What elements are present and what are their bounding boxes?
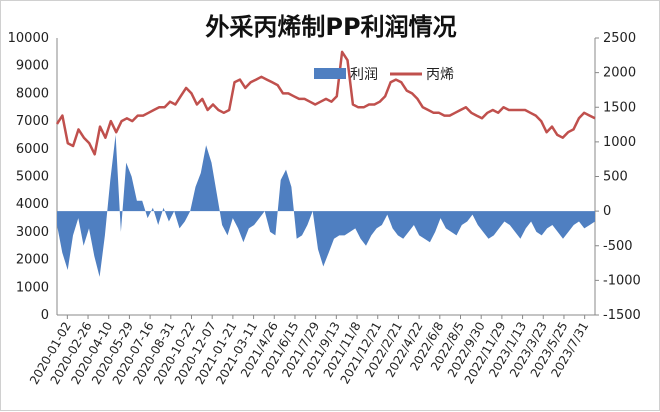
right-y-tick-label: -1500	[603, 308, 641, 323]
left-y-tick-label: 10000	[8, 31, 49, 46]
right-y-tick-label: -500	[603, 239, 633, 254]
right-y-tick-label: -1000	[603, 273, 641, 288]
legend: 利润 丙烯	[314, 67, 454, 83]
left-y-tick-label: 3000	[16, 225, 49, 240]
left-y-tick-label: 9000	[16, 59, 49, 74]
left-y-tick-label: 0	[41, 308, 49, 323]
legend-label-profit: 利润	[350, 67, 378, 83]
legend-label-propylene: 丙烯	[426, 67, 454, 83]
left-y-tick-label: 1000	[16, 280, 49, 295]
chart-title: 外采丙烯制PP利润情况	[205, 13, 456, 41]
right-y-tick-label: 2500	[603, 31, 636, 46]
right-y-ticks: -1500 -1000 -500 0 500 1000 1500 2000 2500	[595, 31, 641, 323]
legend-swatch-profit	[314, 68, 346, 79]
profit-area	[57, 134, 595, 277]
left-y-tick-label: 5000	[16, 170, 49, 185]
right-y-tick-label: 2000	[603, 66, 636, 81]
right-y-tick-label: 1500	[603, 100, 636, 115]
left-y-tick-label: 6000	[16, 142, 49, 157]
left-y-tick-label: 2000	[16, 253, 49, 268]
left-y-ticks: 0 1000 2000 3000 4000 5000 6000 7000 8000 9000 100…	[8, 31, 49, 323]
right-y-tick-label: 0	[603, 204, 611, 219]
right-y-tick-label: 1000	[603, 135, 636, 150]
profit-area-layer	[57, 134, 595, 277]
x-ticks: 2020-01-022020-02-262020-04-102020-05-29…	[27, 315, 591, 387]
left-y-tick-label: 7000	[16, 114, 49, 129]
propylene-line	[55, 50, 596, 156]
left-y-tick-label: 4000	[16, 197, 49, 212]
propylene-line-layer	[55, 50, 596, 156]
left-y-tick-label: 8000	[16, 86, 49, 101]
right-y-tick-label: 500	[603, 170, 628, 185]
